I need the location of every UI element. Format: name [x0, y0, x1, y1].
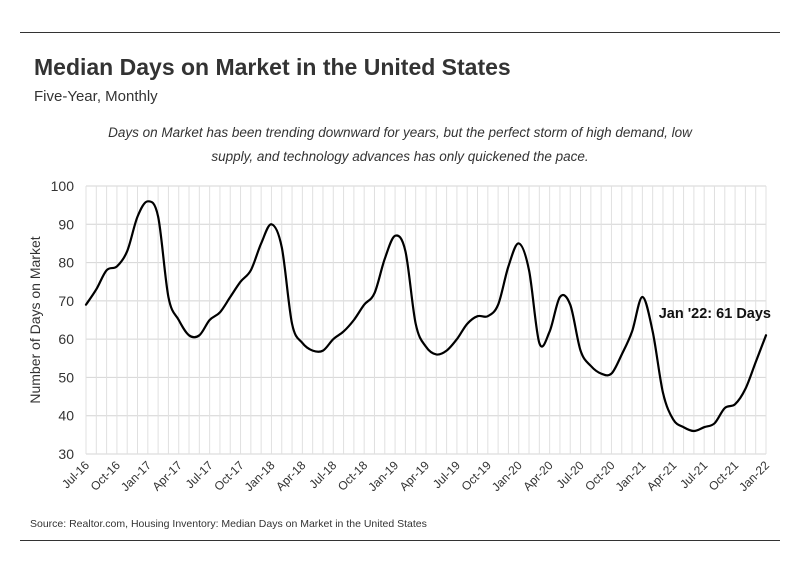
callout-label: Jan '22: 61 Days [659, 306, 771, 322]
x-tick-label: Jan-19 [365, 458, 401, 494]
x-tick-label: Oct-19 [459, 458, 495, 494]
y-tick-label: 90 [58, 216, 74, 232]
x-tick-label: Jul-17 [183, 458, 216, 491]
x-tick-label: Apr-21 [644, 458, 680, 494]
chart-annotation: Days on Market has been trending downwar… [108, 125, 692, 164]
series-line [84, 200, 768, 433]
top-rule [20, 32, 780, 33]
y-tick-label: 50 [58, 369, 74, 385]
x-tick-label: Oct-17 [211, 458, 247, 494]
x-tick-label: Apr-17 [149, 458, 185, 494]
x-tick-label: Jul-16 [59, 458, 92, 491]
source-note: Source: Realtor.com, Housing Inventory: … [30, 518, 427, 530]
x-tick-label: Apr-19 [397, 458, 433, 494]
y-tick-label: 80 [58, 255, 74, 271]
y-tick-label: 60 [58, 331, 74, 347]
x-tick-label: Oct-16 [88, 458, 124, 494]
chart-title: Median Days on Market in the United Stat… [34, 54, 511, 80]
x-tick-label: Jan-22 [736, 458, 772, 494]
x-tick-label: Jan-21 [613, 458, 649, 494]
y-tick-label: 30 [58, 446, 74, 462]
x-tick-label: Oct-20 [582, 458, 618, 494]
x-tick-label: Jul-20 [554, 458, 587, 491]
x-tick-label: Jul-19 [430, 458, 463, 491]
x-tick-label: Jan-18 [242, 458, 278, 494]
x-tick-label: Apr-18 [273, 458, 309, 494]
y-tick-label: 70 [58, 293, 74, 309]
bottom-rule [20, 540, 780, 541]
x-tick-label: Oct-21 [706, 458, 742, 494]
x-tick-label: Jul-18 [306, 458, 339, 491]
y-tick-label: 40 [58, 408, 74, 424]
chart-subtitle: Five-Year, Monthly [34, 88, 158, 105]
x-tick-label: Apr-20 [520, 458, 556, 494]
x-tick-label: Jan-17 [118, 458, 154, 494]
x-tick-label: Jul-21 [677, 458, 710, 491]
x-tick-label: Oct-18 [335, 458, 371, 494]
x-tick-label: Jan-20 [489, 458, 525, 494]
y-axis-label: Number of Days on Market [27, 236, 43, 403]
y-tick-label: 100 [51, 178, 75, 194]
